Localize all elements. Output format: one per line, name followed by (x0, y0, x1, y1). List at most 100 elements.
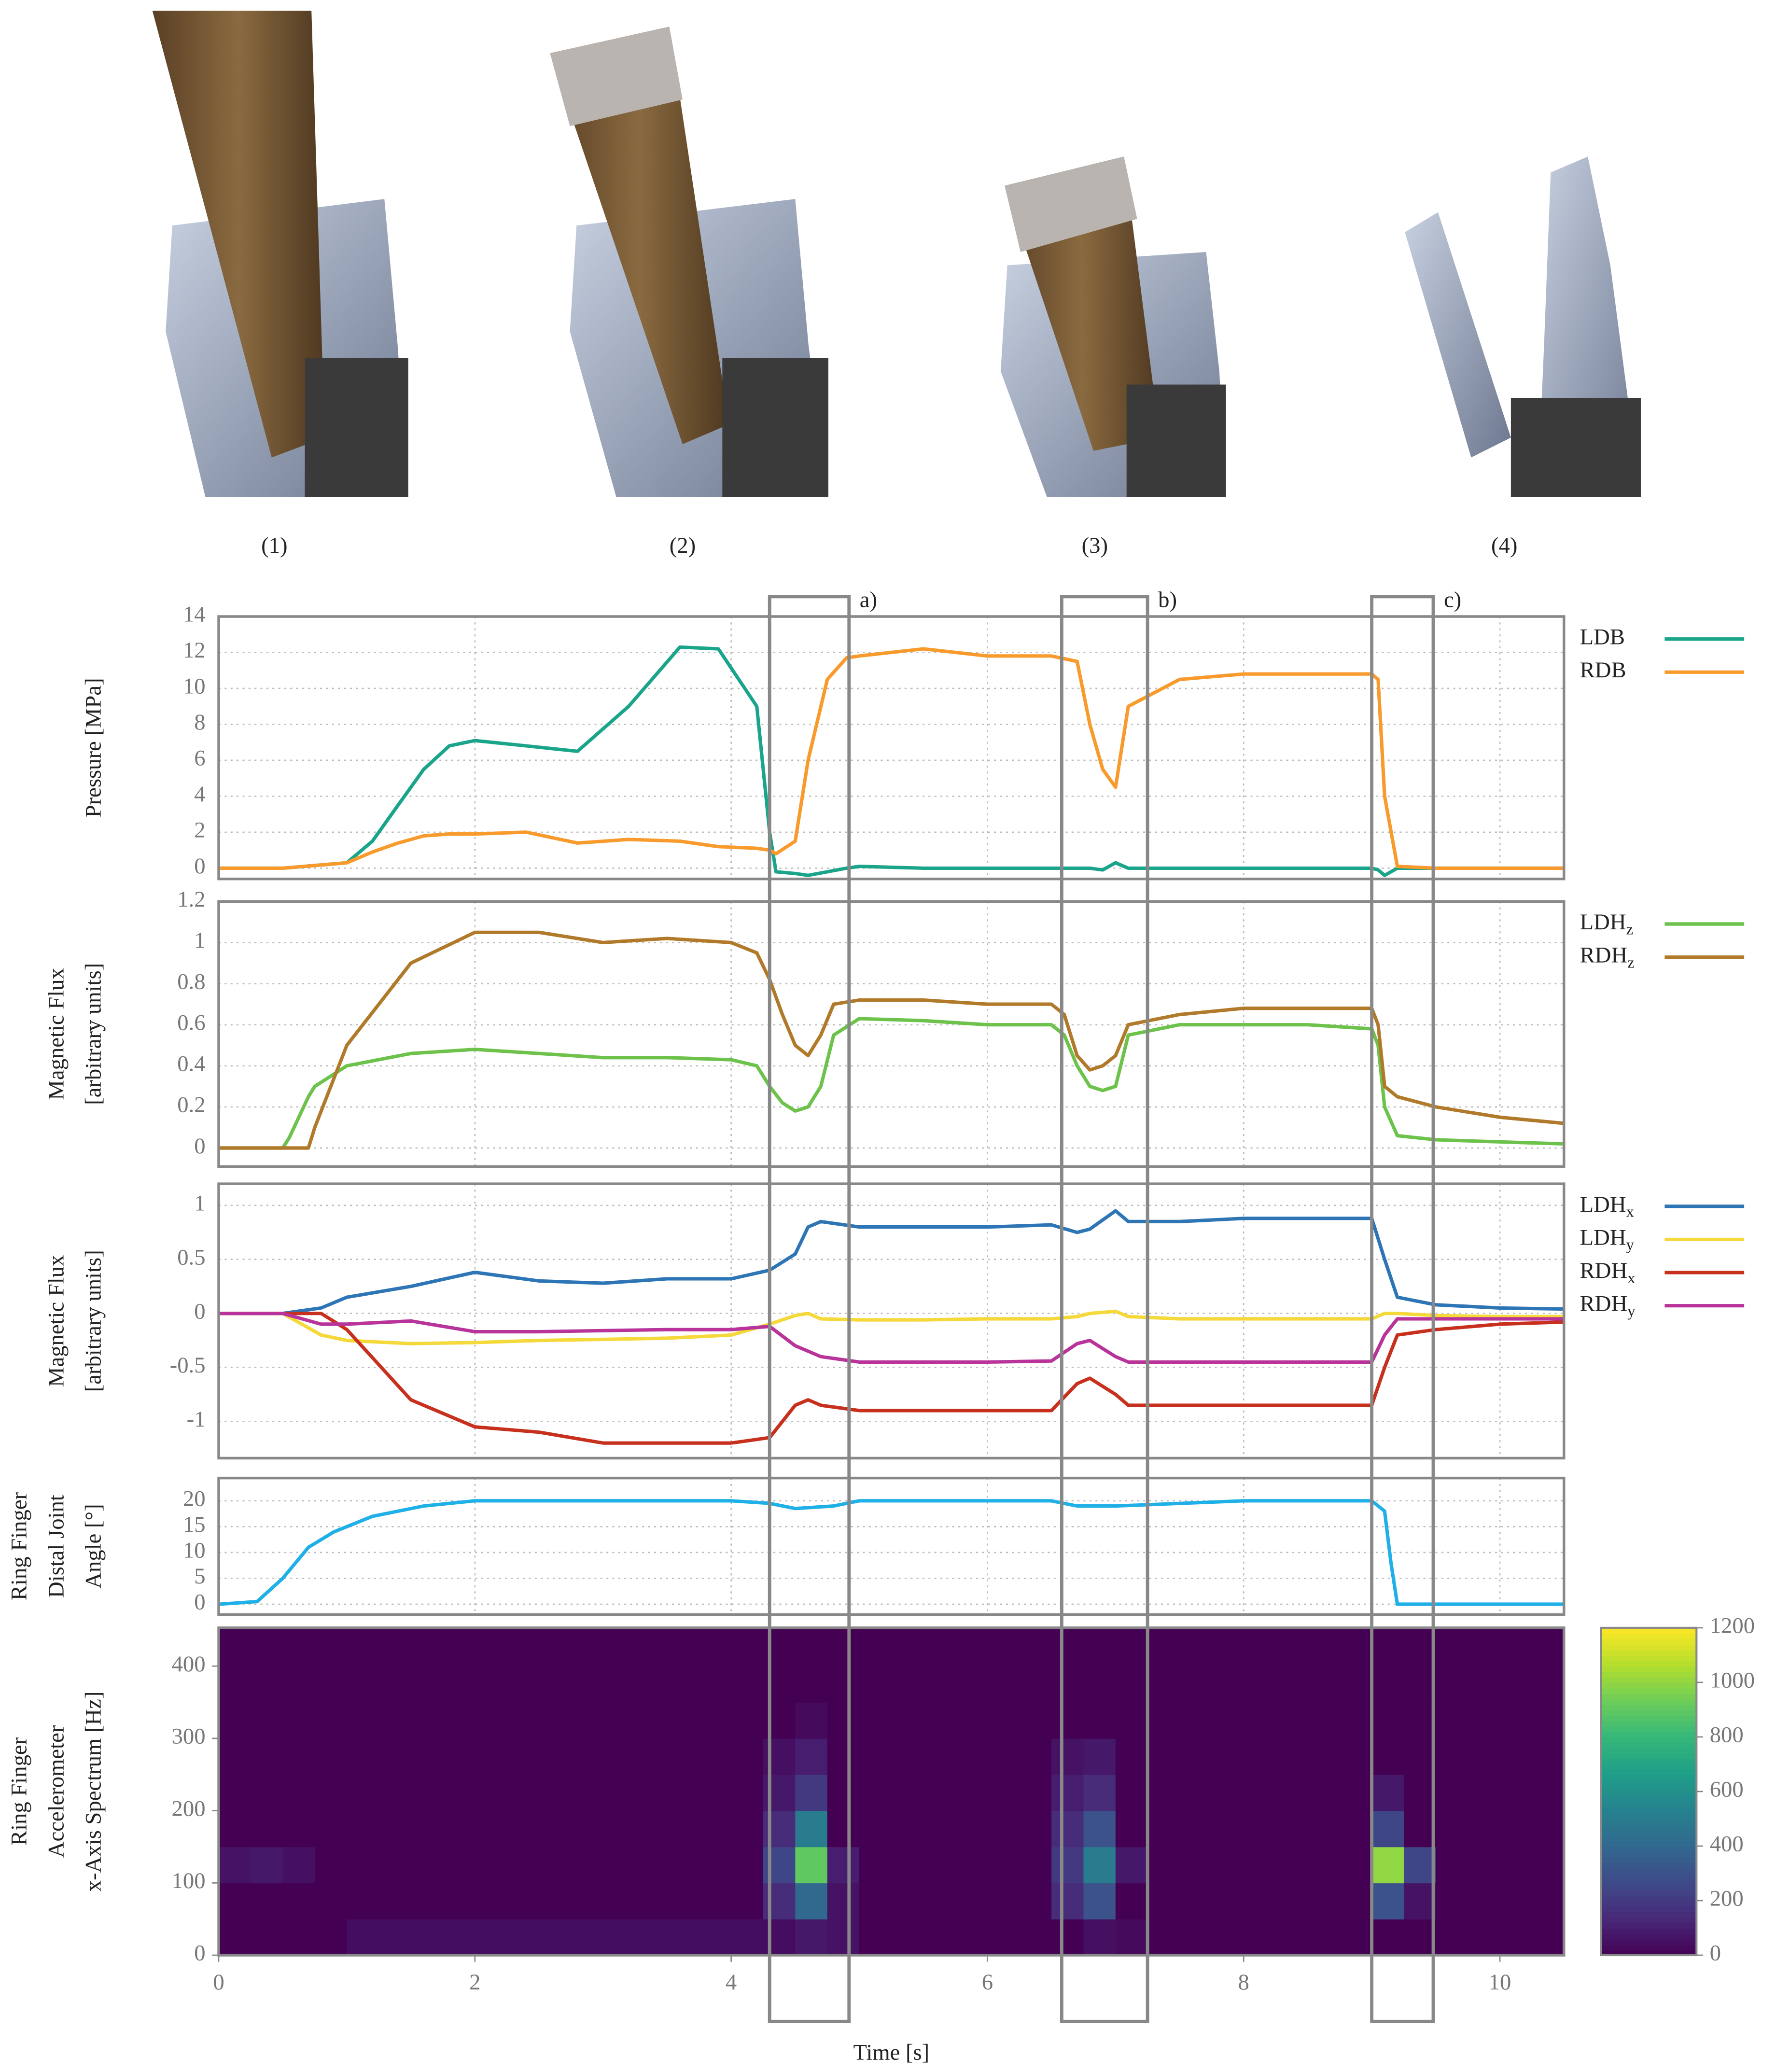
legend-label: LDHz (1580, 910, 1634, 938)
colorbar-segment (1601, 1769, 1697, 1776)
colorbar-segment (1601, 1878, 1697, 1885)
heatmap-cell (1179, 1810, 1212, 1848)
colorbar-tick-label: 1200 (1710, 1613, 1755, 1638)
heatmap-cell (1532, 1702, 1565, 1739)
colorbar-segment (1601, 1928, 1697, 1934)
heatmap-cell (475, 1630, 507, 1667)
heatmap-cell (1115, 1738, 1148, 1775)
data-line (219, 645, 1564, 877)
heatmap-cell (475, 1774, 507, 1811)
colorbar-segment (1601, 1922, 1697, 1929)
colorbar-segment (1601, 1627, 1697, 1634)
heatmap-cell (859, 1774, 892, 1811)
heatmap-cell (571, 1847, 604, 1884)
y-axis-label: Angle [°] (81, 1504, 106, 1588)
colorbar-segment (1601, 1693, 1697, 1700)
heatmap-cell (411, 1702, 444, 1739)
colorbar-segment (1601, 1650, 1697, 1656)
heatmap-cell (955, 1702, 988, 1739)
colorbar-segment (1601, 1780, 1697, 1787)
heatmap-cell (378, 1666, 411, 1703)
heatmap-cell (1468, 1919, 1500, 1956)
y-tick-label: -0.5 (170, 1353, 206, 1378)
heatmap-cell (699, 1919, 732, 1956)
photo-label: (2) (670, 533, 696, 558)
heatmap-cell (923, 1702, 956, 1739)
heatmap-cell (987, 1630, 1020, 1667)
heatmap-cell (1019, 1883, 1052, 1919)
heatmap-cell (1371, 1774, 1404, 1811)
heatmap-cell (1468, 1630, 1500, 1667)
heatmap-cell (955, 1738, 988, 1775)
heatmap-cell (347, 1630, 379, 1667)
y-tick-label: 300 (172, 1724, 206, 1749)
colorbar-segment (1601, 1895, 1697, 1902)
heatmap-cell (507, 1666, 540, 1703)
y-tick-label: 0 (194, 1941, 205, 1966)
heatmap-cell (1500, 1883, 1533, 1919)
heatmap-cell (507, 1738, 540, 1775)
x-tick-label: 2 (469, 1970, 480, 1995)
heatmap-cell (219, 1702, 252, 1739)
heatmap-cell (1147, 1883, 1180, 1919)
heatmap-cell (443, 1702, 475, 1739)
heatmap-cell (219, 1666, 252, 1703)
heatmap-cell (827, 1810, 860, 1848)
colorbar-segment (1601, 1873, 1697, 1880)
heatmap-cell (603, 1702, 636, 1739)
x-axis-label: Time [s] (853, 2040, 930, 2065)
heatmap-cell (667, 1810, 700, 1848)
colorbar-segment (1601, 1802, 1697, 1809)
heatmap-cell (923, 1810, 956, 1848)
region-box (1370, 595, 1435, 2023)
heatmap-cell (1371, 1738, 1404, 1775)
colorbar-segment (1601, 1753, 1697, 1760)
heatmap-cell (923, 1774, 956, 1811)
heatmap-cell (251, 1847, 283, 1884)
heatmap-cell (1275, 1630, 1308, 1667)
heatmap-cell (539, 1738, 572, 1775)
heatmap-cell (315, 1883, 348, 1919)
heatmap-cell (475, 1702, 507, 1739)
x-tick-label: 8 (1238, 1970, 1249, 1995)
heatmap-cell (251, 1666, 283, 1703)
heatmap-cell (571, 1774, 604, 1811)
heatmap-cell (378, 1883, 411, 1919)
y-tick-label: 0 (194, 1299, 205, 1324)
colorbar-tick-label: 400 (1710, 1832, 1744, 1857)
heatmap-cell (1340, 1847, 1372, 1884)
heatmap-cell (539, 1630, 572, 1667)
heatmap-cell (1051, 1702, 1084, 1739)
heatmap-cell (635, 1702, 668, 1739)
heatmap-cell (1019, 1847, 1052, 1884)
data-line (219, 1017, 1564, 1150)
heatmap-cell (1403, 1738, 1437, 1775)
heatmap-cell (987, 1774, 1020, 1811)
y-axis-label: x-Axis Spectrum [Hz] (81, 1692, 106, 1892)
heatmap-cell (315, 1702, 348, 1739)
heatmap-cell (571, 1883, 604, 1919)
heatmap-cell (443, 1630, 475, 1667)
heatmap-cell (411, 1810, 444, 1848)
heatmap-cell (251, 1774, 283, 1811)
heatmap-cell (1436, 1738, 1468, 1775)
heatmap-cell (891, 1630, 924, 1667)
heatmap-cell (827, 1702, 860, 1739)
colorbar-segment (1601, 1884, 1697, 1890)
heatmap-cell (1147, 1666, 1180, 1703)
heatmap-cell (795, 1810, 828, 1848)
heatmap-cell (1532, 1738, 1565, 1775)
heatmap-cell (731, 1666, 764, 1703)
y-tick-label: 0 (194, 1134, 205, 1159)
heatmap-cell (731, 1919, 764, 1956)
heatmap-cell (1275, 1847, 1308, 1884)
heatmap-cell (955, 1666, 988, 1703)
photo (550, 27, 828, 497)
heatmap-cell (1211, 1774, 1245, 1811)
heatmap-cell (955, 1847, 988, 1884)
heatmap-cell (1115, 1883, 1148, 1919)
plot-frame (217, 900, 1566, 1168)
heatmap-cell (891, 1919, 924, 1956)
colorbar-segment (1601, 1709, 1697, 1716)
heatmap-cell (891, 1883, 924, 1919)
